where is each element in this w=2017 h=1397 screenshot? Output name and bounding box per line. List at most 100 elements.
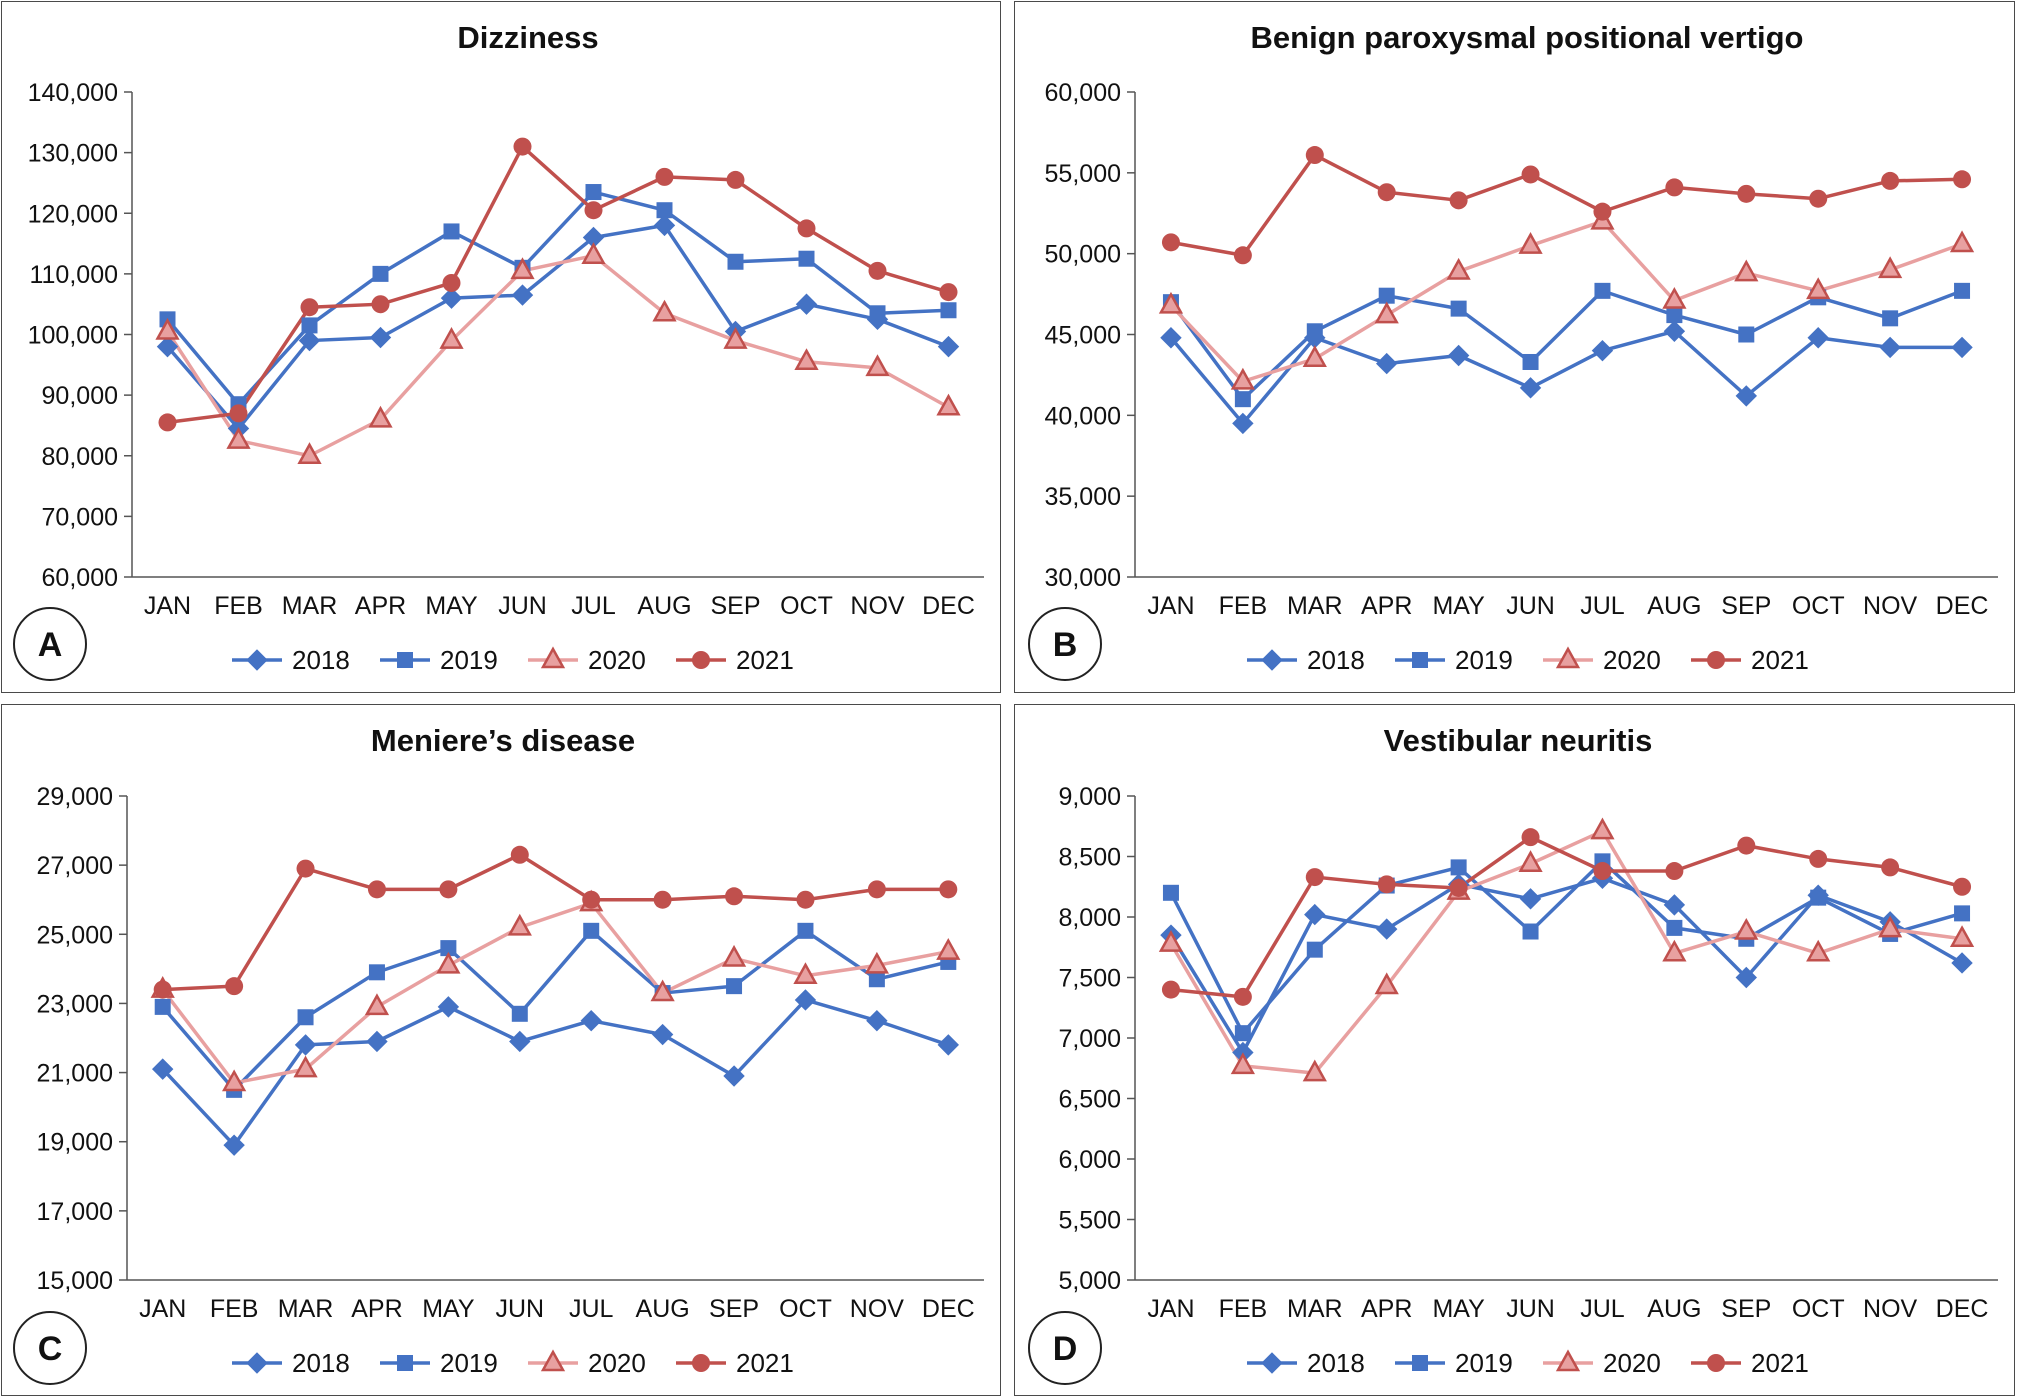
legend-marker-2018 bbox=[246, 649, 268, 671]
x-tick-label: FEB bbox=[1219, 1295, 1268, 1323]
x-tick-label: APR bbox=[1361, 1295, 1412, 1323]
data-point-2021 bbox=[225, 977, 244, 996]
data-point-2021 bbox=[939, 880, 958, 899]
data-point-2020 bbox=[222, 1069, 247, 1092]
x-tick-label: MAY bbox=[1432, 592, 1485, 620]
data-point-2018 bbox=[1879, 336, 1901, 359]
legend-item-2021: 2021 bbox=[676, 645, 794, 675]
panel-b-badge: B bbox=[1028, 607, 1102, 681]
data-point-2021 bbox=[1233, 246, 1252, 265]
panel-a-badge: A bbox=[13, 607, 87, 681]
panel-a-label: A bbox=[38, 626, 63, 664]
chart-b-axes bbox=[1134, 92, 1998, 578]
data-point-2019 bbox=[797, 922, 814, 939]
data-point-2021 bbox=[1449, 191, 1468, 210]
chart-d-plot bbox=[1158, 817, 1975, 1082]
data-point-2019 bbox=[1882, 310, 1899, 327]
data-point-2018 bbox=[1735, 966, 1757, 989]
chart-a-y-ticks: 60,000 70,000 80,000 90,000 100,000 110,000 12… bbox=[28, 79, 132, 592]
data-point-2021 bbox=[584, 201, 603, 220]
chart-b-svg: Benign paroxysmal positional vertigo 30,… bbox=[1028, 20, 1998, 681]
data-point-2021 bbox=[1305, 146, 1324, 165]
data-point-2021 bbox=[939, 283, 958, 302]
chart-b-legend: 2018 2019 2020 2021 bbox=[1247, 645, 1809, 675]
data-point-2019 bbox=[1450, 300, 1467, 317]
y-tick-label: 50,000 bbox=[1045, 241, 1121, 269]
panel-b-label: B bbox=[1053, 626, 1078, 664]
x-tick-label: AUG bbox=[637, 592, 691, 620]
data-point-2020 bbox=[1806, 277, 1831, 300]
data-point-2019 bbox=[583, 922, 600, 939]
panel-d-label: D bbox=[1053, 1330, 1078, 1368]
chart-d-axes bbox=[1134, 796, 1998, 1281]
legend-label: 2020 bbox=[588, 645, 646, 675]
data-point-2020 bbox=[652, 299, 677, 322]
x-tick-label: JUL bbox=[569, 1295, 614, 1323]
data-point-2019 bbox=[1162, 884, 1179, 901]
x-tick-label: MAY bbox=[422, 1295, 475, 1323]
chart-d-y-ticks: 5,000 5,500 6,000 6,500 7,000 7,500 8,000 8,500… bbox=[1058, 783, 1135, 1295]
data-point-2018 bbox=[580, 1010, 602, 1032]
x-tick-label: DEC bbox=[1936, 1295, 1989, 1323]
data-point-2021 bbox=[153, 980, 172, 999]
x-tick-label: JUN bbox=[495, 1295, 544, 1323]
data-point-2018 bbox=[156, 335, 179, 358]
x-tick-label: SEP bbox=[709, 1295, 759, 1323]
legend-marker-2019 bbox=[1412, 1355, 1428, 1371]
series-line-2020 bbox=[1169, 219, 1963, 384]
data-point-2020 bbox=[510, 257, 535, 280]
data-point-2020 bbox=[1230, 367, 1255, 390]
x-tick-label: JUL bbox=[1580, 1295, 1625, 1323]
y-tick-label: 100,000 bbox=[28, 322, 118, 350]
chart-b-y-ticks: 30,000 35,000 40,000 45,000 50,000 55,000 60,0… bbox=[1045, 79, 1135, 592]
data-point-2018 bbox=[1663, 320, 1686, 342]
data-point-2019 bbox=[1522, 923, 1539, 940]
chart-panel-d: Vestibular neuritis 5,000 5,500 6,000 6,500… bbox=[1014, 704, 2015, 1396]
x-tick-label: NOV bbox=[1863, 1295, 1918, 1323]
x-tick-label: SEP bbox=[710, 592, 760, 620]
data-point-2019 bbox=[1306, 941, 1323, 958]
chart-d-svg: Vestibular neuritis 5,000 5,500 6,000 6,500… bbox=[1028, 723, 1998, 1385]
data-point-2018 bbox=[651, 1023, 674, 1046]
data-point-2021 bbox=[296, 859, 315, 878]
data-point-2018 bbox=[1160, 327, 1182, 349]
y-tick-label: 130,000 bbox=[28, 140, 118, 168]
legend-marker-2020 bbox=[540, 646, 566, 669]
chart-a-legend: 2018 2019 2020 2021 bbox=[232, 645, 794, 675]
y-tick-label: 140,000 bbox=[28, 79, 118, 107]
y-tick-label: 29,000 bbox=[37, 783, 113, 811]
data-point-2021 bbox=[1161, 980, 1180, 999]
legend-label: 2020 bbox=[588, 1348, 646, 1378]
y-tick-label: 110,000 bbox=[29, 261, 118, 289]
y-tick-label: 15,000 bbox=[37, 1267, 113, 1295]
x-tick-label: JUN bbox=[1506, 592, 1555, 620]
series-line-2019 bbox=[161, 929, 949, 1092]
data-point-2019 bbox=[585, 184, 602, 201]
data-point-2021 bbox=[1953, 170, 1972, 189]
data-point-2021 bbox=[1665, 862, 1684, 881]
chart-panel-b: Benign paroxysmal positional vertigo 30,… bbox=[1014, 1, 2015, 693]
data-point-2020 bbox=[865, 354, 890, 377]
series-line-2020 bbox=[1169, 829, 1963, 1075]
chart-c-x-ticks: JAN FEB MAR APR MAY JUN JUL AUG SEP OCT NOV DEC bbox=[139, 1295, 975, 1323]
legend-label: 2021 bbox=[1751, 1348, 1809, 1378]
x-tick-label: NOV bbox=[850, 592, 905, 620]
data-point-2019 bbox=[1666, 919, 1683, 936]
data-point-2019 bbox=[297, 1009, 314, 1026]
data-point-2020 bbox=[721, 944, 747, 967]
chart-d-legend: 2018 2019 2020 2021 bbox=[1247, 1348, 1809, 1378]
y-tick-label: 70,000 bbox=[42, 503, 118, 531]
legend-item-2020: 2020 bbox=[1543, 645, 1661, 675]
y-tick-label: 6,500 bbox=[1058, 1086, 1121, 1114]
data-point-2020 bbox=[1662, 939, 1687, 962]
data-point-2019 bbox=[1234, 1025, 1251, 1042]
data-point-2019 bbox=[1234, 391, 1251, 408]
data-point-2018 bbox=[1951, 952, 1973, 974]
y-tick-label: 40,000 bbox=[1045, 402, 1121, 430]
x-tick-label: FEB bbox=[210, 1295, 259, 1323]
chart-a-svg: Dizziness 60,000 70,000 80,000 90,000 100,00… bbox=[13, 20, 984, 681]
data-point-2021 bbox=[1953, 877, 1972, 896]
data-point-2018 bbox=[1376, 352, 1398, 375]
x-tick-label: JAN bbox=[1147, 592, 1194, 620]
legend-item-2021: 2021 bbox=[1691, 645, 1809, 675]
